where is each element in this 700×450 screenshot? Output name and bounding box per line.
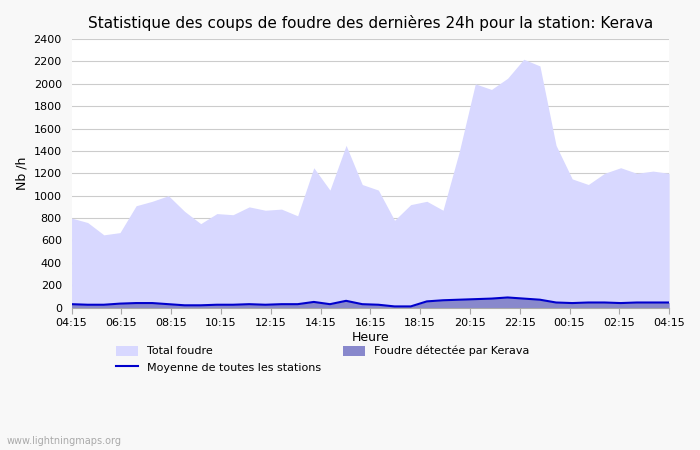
Title: Statistique des coups de foudre des dernières 24h pour la station: Kerava: Statistique des coups de foudre des dern… xyxy=(88,15,653,31)
X-axis label: Heure: Heure xyxy=(351,331,389,344)
Y-axis label: Nb /h: Nb /h xyxy=(15,157,28,190)
Text: www.lightningmaps.org: www.lightningmaps.org xyxy=(7,436,122,446)
Legend: Total foudre, Moyenne de toutes les stations, Foudre détectée par Kerava: Total foudre, Moyenne de toutes les stat… xyxy=(111,341,534,377)
